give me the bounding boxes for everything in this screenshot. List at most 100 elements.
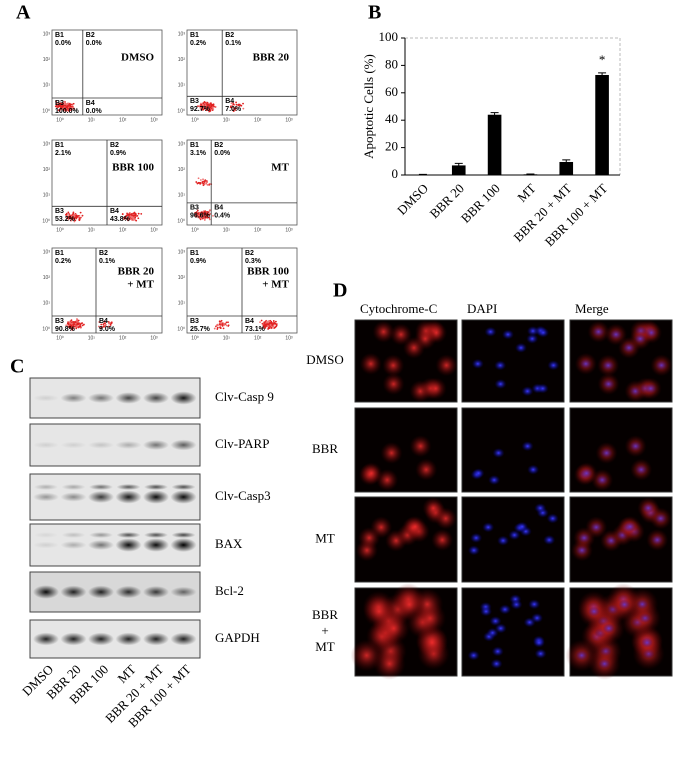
flow-plot-title: MT (271, 162, 289, 174)
cell-nucleus (588, 606, 601, 617)
quadrant-percent: 9.0% (99, 326, 116, 333)
flow-event-dot (199, 105, 201, 108)
cell-nucleus (480, 606, 493, 617)
flow-event-dot (219, 327, 222, 330)
flow-event-dot (71, 106, 74, 109)
cell-nucleus (578, 532, 591, 543)
blot-band (143, 632, 169, 646)
flow-event-dot (57, 105, 60, 107)
flow-event-dot (68, 213, 70, 215)
quadrant-percent: 43.8% (110, 216, 131, 223)
flow-event-dot (235, 101, 238, 104)
flow-event-dot (70, 326, 72, 329)
flow-event-dot (197, 181, 200, 184)
blot-band (115, 392, 142, 404)
axis-tick-label: 10³ (150, 335, 158, 341)
axis-tick-label: 10³ (43, 249, 51, 255)
cell-nucleus (533, 637, 546, 648)
flow-event-dot (204, 101, 206, 104)
quadrant-name: B1 (55, 142, 64, 149)
quadrant-name: B1 (55, 250, 64, 257)
quadrant-name: B3 (190, 318, 199, 325)
y-tick-label: 60 (385, 84, 398, 99)
cell-nucleus (534, 503, 547, 514)
quadrant-percent: 0.4% (214, 213, 231, 220)
flow-event-dot (208, 183, 211, 186)
flow-event-dot (202, 210, 205, 213)
flow-event-dot (73, 213, 76, 216)
blot-band (143, 538, 169, 552)
flow-event-dot (70, 215, 73, 218)
quadrant-name: B2 (110, 142, 119, 149)
cell-nucleus (531, 613, 544, 624)
flow-event-dot (208, 104, 211, 107)
bar (487, 114, 502, 175)
flow-event-dot (134, 214, 137, 216)
blot-band (171, 532, 196, 538)
axis-tick-label: 10¹ (223, 227, 231, 233)
flow-event-dot (233, 107, 236, 110)
flow-event-dot (129, 218, 132, 221)
y-tick-label: 0 (392, 166, 399, 181)
cell-cytoplasm (409, 435, 432, 458)
flow-event-dot (195, 215, 197, 218)
axis-tick-label: 10³ (150, 227, 158, 233)
flow-event-dot (199, 218, 202, 221)
blot-band (60, 541, 87, 549)
blot-band (89, 484, 113, 490)
quadrant-name: B1 (190, 250, 199, 257)
flow-event-dot (70, 322, 73, 325)
flow-event-dot (227, 321, 229, 324)
row-label: BBR (312, 607, 338, 622)
flow-event-dot (134, 216, 137, 219)
flow-event-dot (267, 328, 270, 330)
blot-band (143, 490, 169, 504)
flow-event-dot (59, 108, 61, 111)
flow-event-dot (54, 105, 57, 108)
flow-event-dot (201, 181, 204, 184)
axis-tick-label: 10⁰ (177, 108, 185, 114)
axis-tick-label: 10² (43, 57, 51, 63)
flow-plot-title: BBR 100 (247, 266, 289, 278)
flow-event-dot (196, 209, 199, 212)
cell-nucleus (516, 521, 529, 532)
flow-event-dot (231, 109, 234, 111)
quadrant-name: B1 (190, 32, 199, 39)
cell-nucleus (521, 441, 534, 452)
protein-label: Clv-Casp 9 (215, 389, 274, 404)
flow-event-dot (261, 327, 263, 329)
flow-event-dot (67, 102, 70, 105)
axis-tick-label: 10³ (43, 31, 51, 37)
blot-band (115, 632, 142, 646)
quadrant-percent: 0.1% (225, 40, 242, 47)
cell-nucleus (491, 646, 504, 657)
bar (559, 161, 574, 175)
flow-event-dot (80, 322, 83, 325)
flow-event-dot (270, 326, 273, 329)
cell-nucleus (526, 326, 539, 337)
flow-event-dot (210, 103, 213, 106)
flow-event-dot (195, 181, 198, 183)
axis-tick-label: 10¹ (223, 117, 231, 123)
blot-band (115, 441, 142, 449)
cell-nucleus (629, 441, 642, 452)
quadrant-name: B4 (86, 100, 95, 107)
column-header: Merge (575, 301, 609, 316)
flow-event-dot (83, 323, 85, 326)
flow-event-dot (268, 322, 271, 325)
flow-event-dot (77, 319, 80, 322)
flow-event-dot (75, 327, 78, 330)
cell-nucleus (590, 522, 603, 533)
blot-band (33, 541, 59, 549)
flow-event-dot (208, 218, 211, 221)
flow-event-dot (70, 105, 73, 108)
y-tick-label: 40 (385, 111, 398, 126)
flow-event-dot (222, 327, 225, 330)
flow-event-dot (103, 322, 106, 325)
flow-event-dot (219, 324, 222, 327)
blot-band (88, 393, 114, 403)
flow-plot-title: BBR 20 (118, 266, 155, 278)
flow-event-dot (137, 212, 140, 215)
flow-event-dot (75, 217, 78, 220)
